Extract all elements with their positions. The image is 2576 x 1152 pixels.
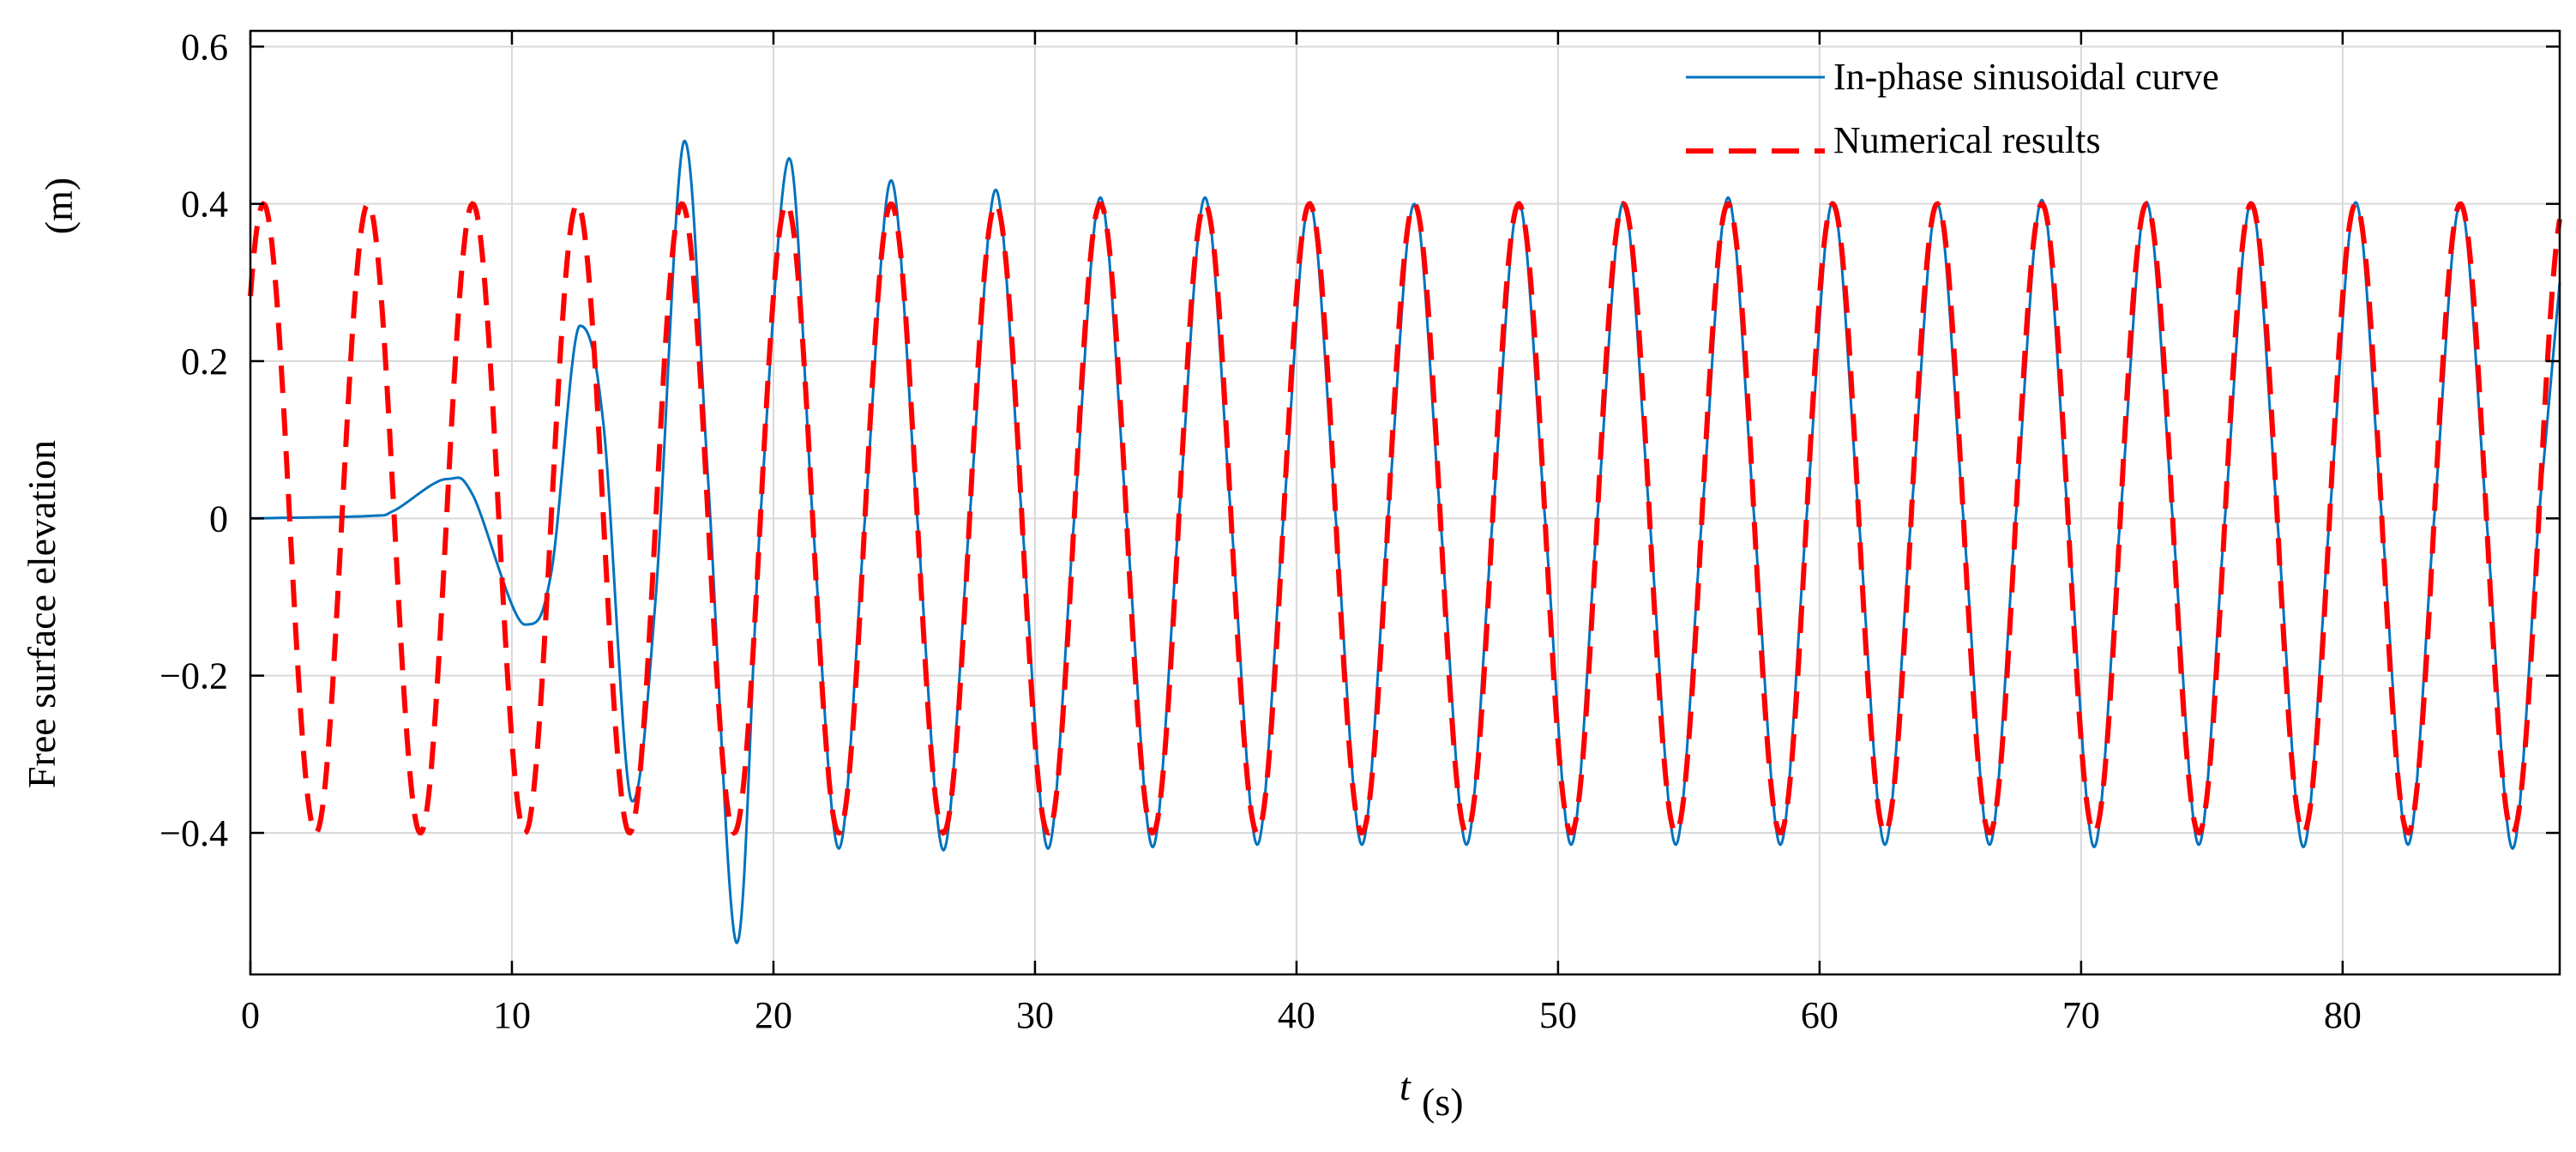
legend-label-numerical: Numerical results (1833, 119, 2101, 161)
y-tick-label: −0.2 (159, 655, 228, 697)
legend-label-in-phase: In-phase sinusoidal curve (1833, 56, 2219, 98)
x-tick-label: 0 (241, 994, 260, 1036)
x-tick-labels: 0 10 20 30 40 50 60 70 80 (241, 994, 2362, 1036)
y-axis-label-unit: (m) (37, 178, 81, 234)
x-axis-label-unit: (s) (1422, 1080, 1464, 1124)
y-axis-label: Free surface elevation (20, 440, 63, 788)
x-tick-label: 30 (1016, 994, 1054, 1036)
x-tick-label: 20 (755, 994, 792, 1036)
y-tick-label: 0.4 (181, 184, 228, 226)
x-tick-label: 60 (1801, 994, 1839, 1036)
x-axis-label-symbol: t (1399, 1065, 1411, 1108)
x-tick-label: 40 (1278, 994, 1315, 1036)
x-tick-label: 50 (1539, 994, 1577, 1036)
y-tick-labels: −0.4 −0.2 0 0.2 0.4 0.6 (159, 26, 228, 854)
x-tick-label: 80 (2324, 994, 2362, 1036)
plot-lines (248, 139, 2562, 944)
grid-lines (250, 31, 2560, 974)
legend: In-phase sinusoidal curve Numerical resu… (1686, 56, 2219, 161)
axes-box (249, 29, 2561, 976)
y-tick-label: −0.4 (159, 812, 228, 854)
y-tick-label: 0.2 (181, 341, 228, 383)
x-tick-label: 70 (2062, 994, 2100, 1036)
y-tick-label: 0 (209, 498, 228, 540)
axis-ticks (249, 31, 2560, 974)
y-tick-label: 0.6 (181, 26, 228, 68)
x-tick-label: 10 (493, 994, 531, 1036)
